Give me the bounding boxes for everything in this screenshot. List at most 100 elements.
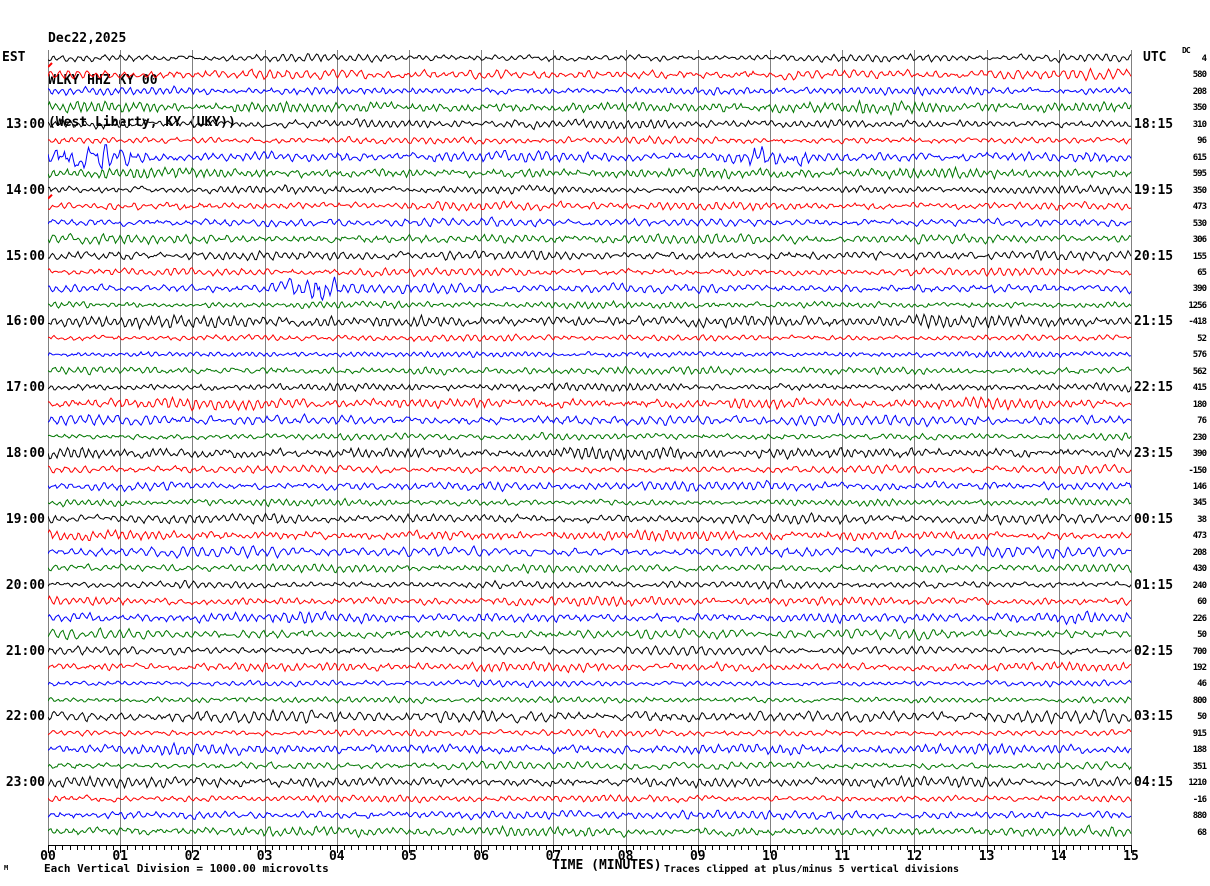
dc-value: 96 bbox=[1197, 136, 1207, 147]
scale-note: Each Vertical Division = 1000.00 microvo… bbox=[44, 862, 329, 875]
left-time-label: 20:00 bbox=[5, 577, 45, 593]
seismo-trace bbox=[48, 824, 1132, 839]
right-time-label: 20:15 bbox=[1134, 248, 1174, 264]
dc-value: 60 bbox=[1197, 597, 1207, 608]
station-date: Dec22,2025 bbox=[48, 31, 127, 46]
dc-value: 306 bbox=[1192, 235, 1207, 246]
seismo-trace bbox=[48, 99, 1132, 117]
x-tick-label: 12 bbox=[906, 849, 923, 864]
dc-value: 155 bbox=[1192, 251, 1207, 262]
right-time-label: 04:15 bbox=[1134, 775, 1174, 791]
dc-value: 473 bbox=[1192, 531, 1207, 542]
left-time-label: 13:00 bbox=[5, 116, 45, 132]
dc-value: 1256 bbox=[1188, 300, 1207, 311]
dc-value: 208 bbox=[1192, 547, 1207, 558]
x-tick-label: 08 bbox=[617, 849, 634, 864]
seismo-trace bbox=[48, 446, 1132, 462]
seismo-trace bbox=[48, 365, 1132, 376]
x-tick-label: 00 bbox=[40, 849, 56, 864]
x-tick-label: 09 bbox=[689, 849, 706, 864]
seismo-trace bbox=[48, 809, 1132, 821]
x-tick-label: 06 bbox=[473, 849, 490, 864]
seismo-trace bbox=[48, 67, 1132, 82]
dc-value: 192 bbox=[1192, 663, 1207, 674]
seismo-trace bbox=[48, 135, 1132, 145]
seismo-trace bbox=[48, 794, 1132, 804]
right-time-label: 19:15 bbox=[1134, 182, 1174, 198]
seismo-trace bbox=[48, 760, 1132, 771]
right-time-label: 03:15 bbox=[1134, 709, 1174, 725]
dc-value: 350 bbox=[1192, 185, 1207, 196]
right-time-label: 18:15 bbox=[1134, 116, 1174, 132]
right-time-label: 21:15 bbox=[1134, 314, 1174, 330]
dc-value: 350 bbox=[1192, 103, 1207, 114]
seismo-trace bbox=[48, 479, 1132, 493]
left-time-label: 21:00 bbox=[5, 643, 45, 659]
right-time-label: 00:15 bbox=[1134, 511, 1174, 527]
x-tick-label: 07 bbox=[545, 849, 562, 864]
dc-value: 52 bbox=[1197, 333, 1207, 344]
seismo-trace bbox=[48, 333, 1132, 343]
dc-value: 310 bbox=[1192, 119, 1207, 130]
seismo-trace bbox=[48, 741, 1132, 757]
helicorder-plot bbox=[48, 50, 1132, 853]
seismo-trace bbox=[48, 708, 1132, 725]
dc-value: 4 bbox=[1201, 54, 1207, 64]
seismo-trace bbox=[48, 679, 1132, 688]
dc-value: 226 bbox=[1192, 613, 1207, 624]
dc-value: 880 bbox=[1192, 811, 1207, 822]
seismo-trace bbox=[48, 249, 1132, 262]
dc-value: 530 bbox=[1192, 218, 1207, 229]
seismo-trace bbox=[48, 232, 1132, 246]
seismo-trace bbox=[48, 627, 1132, 642]
dc-column-header: DC bbox=[1182, 46, 1191, 55]
dc-value: 580 bbox=[1192, 70, 1207, 81]
left-time-label: 19:00 bbox=[5, 511, 45, 527]
seismo-trace bbox=[48, 144, 1132, 171]
x-tick-label: 14 bbox=[1050, 849, 1067, 864]
dc-value: 68 bbox=[1197, 827, 1207, 838]
seismo-trace bbox=[48, 774, 1132, 790]
red-event-marker bbox=[48, 193, 53, 200]
seismo-trace bbox=[48, 528, 1132, 543]
dc-value: 351 bbox=[1192, 761, 1207, 772]
seismo-trace bbox=[48, 117, 1132, 131]
dc-value: 562 bbox=[1192, 366, 1207, 377]
dc-value: 50 bbox=[1197, 630, 1207, 641]
seismo-trace bbox=[48, 266, 1132, 278]
dc-value: 595 bbox=[1192, 169, 1207, 180]
dc-value: 146 bbox=[1192, 481, 1207, 492]
dc-value: 415 bbox=[1192, 383, 1207, 394]
seismo-trace bbox=[48, 545, 1132, 560]
clip-note: Traces clipped at plus/minus 5 vertical … bbox=[664, 864, 960, 875]
x-axis-title: TIME (MINUTES) bbox=[552, 858, 662, 873]
seismo-trace bbox=[48, 463, 1132, 475]
dc-value: 390 bbox=[1192, 449, 1207, 460]
station-header: Dec22,2025 WLKY HHZ KY 00 (West Liberty,… bbox=[48, 4, 236, 158]
right-time-label: 01:15 bbox=[1134, 577, 1174, 593]
left-time-label: 23:00 bbox=[5, 775, 45, 791]
red-event-marker bbox=[48, 62, 53, 68]
dc-value: 615 bbox=[1192, 152, 1207, 163]
seismo-trace bbox=[48, 595, 1132, 608]
seismo-trace bbox=[48, 412, 1132, 428]
dc-value: 915 bbox=[1192, 728, 1207, 739]
utc-timezone-label: UTC bbox=[1143, 50, 1167, 65]
x-tick-label: 15 bbox=[1123, 849, 1139, 864]
x-tick-label: 10 bbox=[762, 849, 778, 864]
seismo-trace bbox=[48, 431, 1132, 442]
seismo-trace bbox=[48, 579, 1132, 591]
right-time-label: 22:15 bbox=[1134, 380, 1174, 396]
seismo-trace bbox=[48, 165, 1132, 181]
seismo-trace bbox=[48, 183, 1132, 196]
left-time-label: 18:00 bbox=[5, 446, 45, 462]
seismo-trace bbox=[48, 497, 1132, 508]
left-time-label: 22:00 bbox=[5, 709, 45, 725]
dc-value: -418 bbox=[1188, 317, 1207, 328]
seismo-trace bbox=[48, 395, 1132, 412]
dc-value: 1210 bbox=[1188, 778, 1207, 789]
station-location: (West Liberty, KY (UKY)) bbox=[48, 115, 236, 130]
dc-value: -16 bbox=[1192, 794, 1207, 805]
seismo-trace bbox=[48, 610, 1132, 626]
